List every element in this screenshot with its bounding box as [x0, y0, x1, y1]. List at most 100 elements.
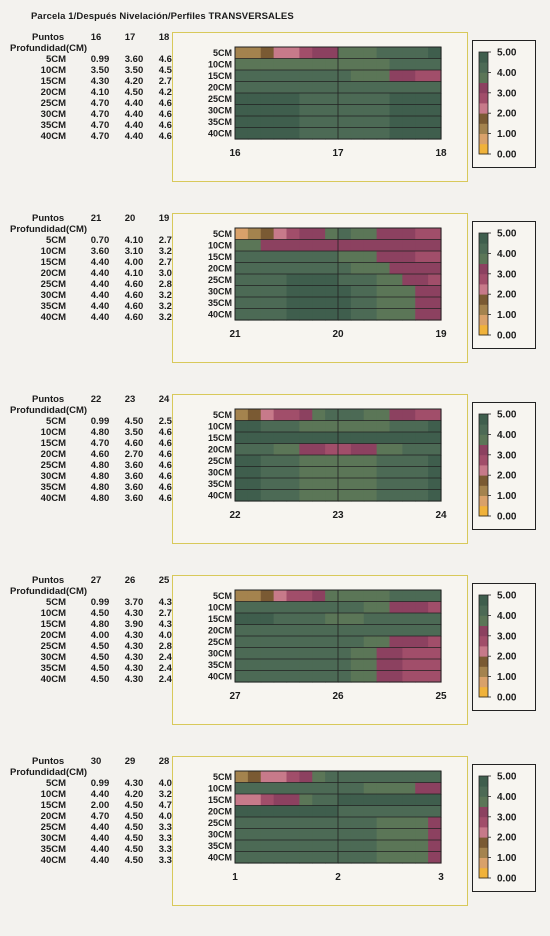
heatmap-cell	[415, 590, 429, 603]
heatmap-cell	[247, 636, 262, 649]
depth-label: 40CM	[40, 855, 66, 866]
heatmap-cell	[338, 262, 352, 275]
value-cell: 4.70	[90, 131, 110, 142]
y-tick-label: 25CM	[208, 275, 232, 285]
heatmap-cell	[299, 478, 313, 491]
heatmap-cell	[376, 455, 391, 468]
value-cell: 4.50	[124, 844, 144, 855]
heatmap-cell	[299, 851, 313, 864]
point-id: 25	[158, 575, 170, 586]
depth-label: 30CM	[40, 109, 66, 120]
heatmap-cell	[299, 81, 313, 94]
heatmap-cell	[312, 455, 326, 468]
value-cell: 4.50	[124, 855, 144, 866]
heatmap-cell	[402, 93, 416, 106]
heatmap-cell	[389, 590, 403, 603]
legend-swatch	[479, 625, 488, 637]
heatmap-cell	[389, 104, 403, 117]
heatmap-cell	[286, 93, 300, 106]
heatmap-cell	[273, 262, 288, 275]
value-cell: 4.60	[124, 312, 144, 323]
legend-tick-label: 1.00	[497, 491, 517, 502]
heatmap-cell	[273, 794, 288, 807]
x-tick-label: 19	[435, 329, 447, 340]
heatmap-cell	[299, 308, 313, 321]
legend-tick-label: 4.00	[497, 611, 517, 622]
heatmap-cell	[312, 116, 326, 129]
heatmap-cell	[376, 670, 391, 683]
heatmap-cell	[428, 81, 442, 94]
heatmap-cell	[363, 828, 378, 841]
heatmap-cell	[286, 466, 300, 479]
heatmap-cell	[273, 239, 288, 252]
heatmap-cell	[338, 127, 352, 140]
y-tick-label: 25CM	[208, 818, 232, 828]
legend-tick-label: 3.00	[497, 812, 517, 823]
value-cell: 4.70	[90, 98, 110, 109]
value-cell: 3.60	[124, 54, 144, 65]
point-id: 26	[124, 575, 136, 586]
heatmap-cell	[235, 127, 249, 140]
profundidad-label: Profundidad(CM)	[10, 405, 88, 416]
value-cell: 3.60	[124, 482, 144, 493]
heatmap-cell	[260, 58, 275, 71]
heatmap-cell	[415, 47, 429, 60]
heatmap-cell	[338, 285, 352, 298]
y-tick-label: 5CM	[213, 48, 232, 58]
heatmap-cell	[389, 432, 403, 445]
y-tick-label: 5CM	[213, 229, 232, 239]
heatmap-cell	[402, 251, 416, 264]
value-cell: 4.20	[124, 76, 144, 87]
heatmap-cell	[312, 308, 326, 321]
heatmap-cell	[350, 828, 365, 841]
heatmap-cell	[415, 636, 429, 649]
heatmap-cell	[402, 262, 416, 275]
value-cell: 4.60	[158, 493, 178, 504]
heatmap-cell	[376, 58, 391, 71]
heatmap-cell	[286, 274, 300, 287]
heatmap-cell	[325, 116, 339, 129]
heatmap-cell	[376, 659, 391, 672]
heatmap-cell	[235, 805, 249, 818]
value-cell: 4.10	[124, 235, 144, 246]
heatmap-cell	[415, 601, 429, 614]
heatmap-cell	[402, 590, 416, 603]
legend-swatch	[479, 686, 488, 698]
heatmap-cell	[235, 659, 249, 672]
legend-tick-label: 4.00	[497, 430, 517, 441]
heatmap-cell	[247, 794, 262, 807]
legend-swatch	[479, 454, 488, 466]
y-tick-label: 20CM	[208, 82, 232, 92]
heatmap-cell	[312, 432, 326, 445]
heatmap-cell	[286, 47, 300, 60]
heatmap-cell	[325, 93, 339, 106]
legend-swatch	[479, 143, 488, 155]
heatmap-cell	[338, 670, 352, 683]
heatmap-cell	[247, 613, 262, 626]
heatmap-cell	[247, 828, 262, 841]
heatmap-cell	[312, 443, 326, 456]
heatmap-cell	[389, 624, 403, 637]
heatmap-cell	[325, 805, 339, 818]
heatmap-cell	[273, 47, 288, 60]
heatmap-cell	[325, 455, 339, 468]
y-tick-label: 10CM	[208, 59, 232, 69]
legend-swatch	[479, 786, 488, 797]
heatmap-cell	[428, 420, 442, 433]
legend-tick-label: 4.00	[497, 792, 517, 803]
legend-tick-label: 0.00	[497, 150, 517, 161]
x-tick-label: 16	[229, 148, 241, 159]
depth-label: 25CM	[40, 279, 66, 290]
x-tick-label: 22	[229, 510, 241, 521]
heatmap-cell	[415, 251, 429, 264]
heatmap-cell	[350, 636, 365, 649]
heatmap-cell	[247, 670, 262, 683]
heatmap-cell	[338, 851, 352, 864]
heatmap-cell	[260, 636, 275, 649]
point-id: 17	[124, 32, 136, 43]
value-cell: 4.40	[90, 833, 110, 844]
heatmap-cell	[363, 782, 378, 795]
heatmap-cell	[312, 647, 326, 660]
heatmap-cell	[402, 58, 416, 71]
heatmap-cell	[273, 443, 288, 456]
